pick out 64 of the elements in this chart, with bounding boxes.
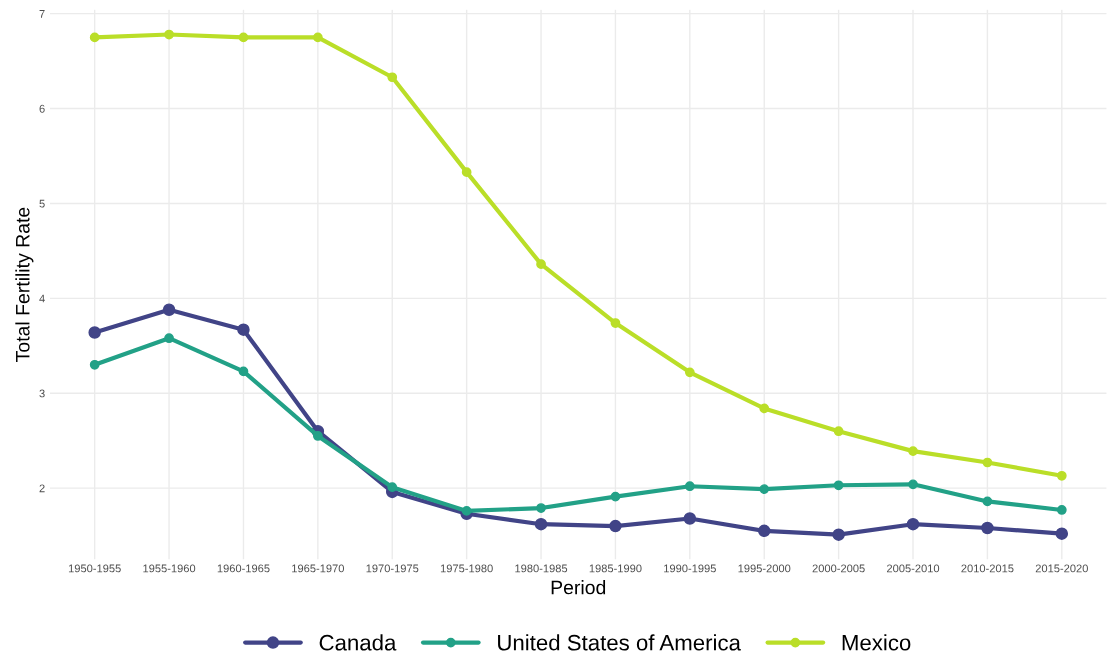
point xyxy=(387,482,398,493)
point xyxy=(609,519,622,533)
y-tick-label: 6 xyxy=(39,104,45,113)
x-tick-label: 2015-2020 xyxy=(1035,564,1088,573)
point xyxy=(610,491,621,502)
point xyxy=(534,517,548,531)
point xyxy=(982,496,993,507)
point xyxy=(982,457,993,468)
x-tick-label: 1995-2000 xyxy=(738,564,791,573)
point xyxy=(387,72,398,83)
x-tick-label: 1990-1995 xyxy=(664,564,716,573)
y-axis-title: Total Fertility Rate xyxy=(15,207,34,362)
point xyxy=(238,32,249,43)
point xyxy=(906,517,920,531)
point xyxy=(89,32,100,43)
x-tick-label: 1980-1985 xyxy=(515,564,568,573)
x-tick-label: 1955-1960 xyxy=(143,564,196,573)
point xyxy=(312,431,323,441)
x-tick-label: 2005-2010 xyxy=(887,564,940,573)
x-tick-label: 1950-1955 xyxy=(68,564,121,573)
point xyxy=(908,479,918,490)
point xyxy=(1056,505,1067,515)
point xyxy=(1055,527,1069,540)
y-tick-label: 4 xyxy=(39,294,45,303)
x-tick-label: 2010-2015 xyxy=(961,564,1014,573)
x-axis-title: Period xyxy=(551,580,606,595)
point xyxy=(684,367,695,378)
legend-label: Mexico xyxy=(842,634,911,651)
x-tick-label: 2000-2005 xyxy=(812,564,865,573)
point xyxy=(88,326,101,339)
y-tick-label: 5 xyxy=(39,199,45,208)
point xyxy=(832,528,845,541)
point xyxy=(981,521,994,535)
point xyxy=(536,503,546,513)
point xyxy=(757,524,771,538)
point xyxy=(684,481,695,492)
point xyxy=(833,426,844,437)
point xyxy=(1056,470,1067,481)
x-tick-label: 1970-1975 xyxy=(366,564,419,573)
y-tick-label: 7 xyxy=(39,10,45,18)
y-tick-label: 2 xyxy=(39,484,45,493)
point xyxy=(683,512,697,525)
point xyxy=(164,29,174,40)
point xyxy=(237,323,250,336)
x-tick-label: 1975-1980 xyxy=(440,564,493,573)
point xyxy=(312,32,323,43)
point xyxy=(536,259,546,270)
point xyxy=(238,366,249,377)
point xyxy=(833,480,844,491)
point xyxy=(461,506,472,516)
x-tick-label: 1965-1970 xyxy=(292,564,344,573)
point xyxy=(908,446,918,456)
point xyxy=(759,484,770,494)
point xyxy=(89,359,100,370)
x-tick-label: 1960-1965 xyxy=(217,564,270,573)
point xyxy=(164,333,174,344)
legend-label: United States of America xyxy=(498,634,741,651)
point xyxy=(610,318,621,328)
point xyxy=(759,403,770,414)
point xyxy=(162,303,176,316)
y-tick-label: 3 xyxy=(39,389,45,398)
legend-label: Canada xyxy=(319,634,397,651)
point xyxy=(461,167,472,177)
x-tick-label: 1985-1990 xyxy=(589,564,642,573)
